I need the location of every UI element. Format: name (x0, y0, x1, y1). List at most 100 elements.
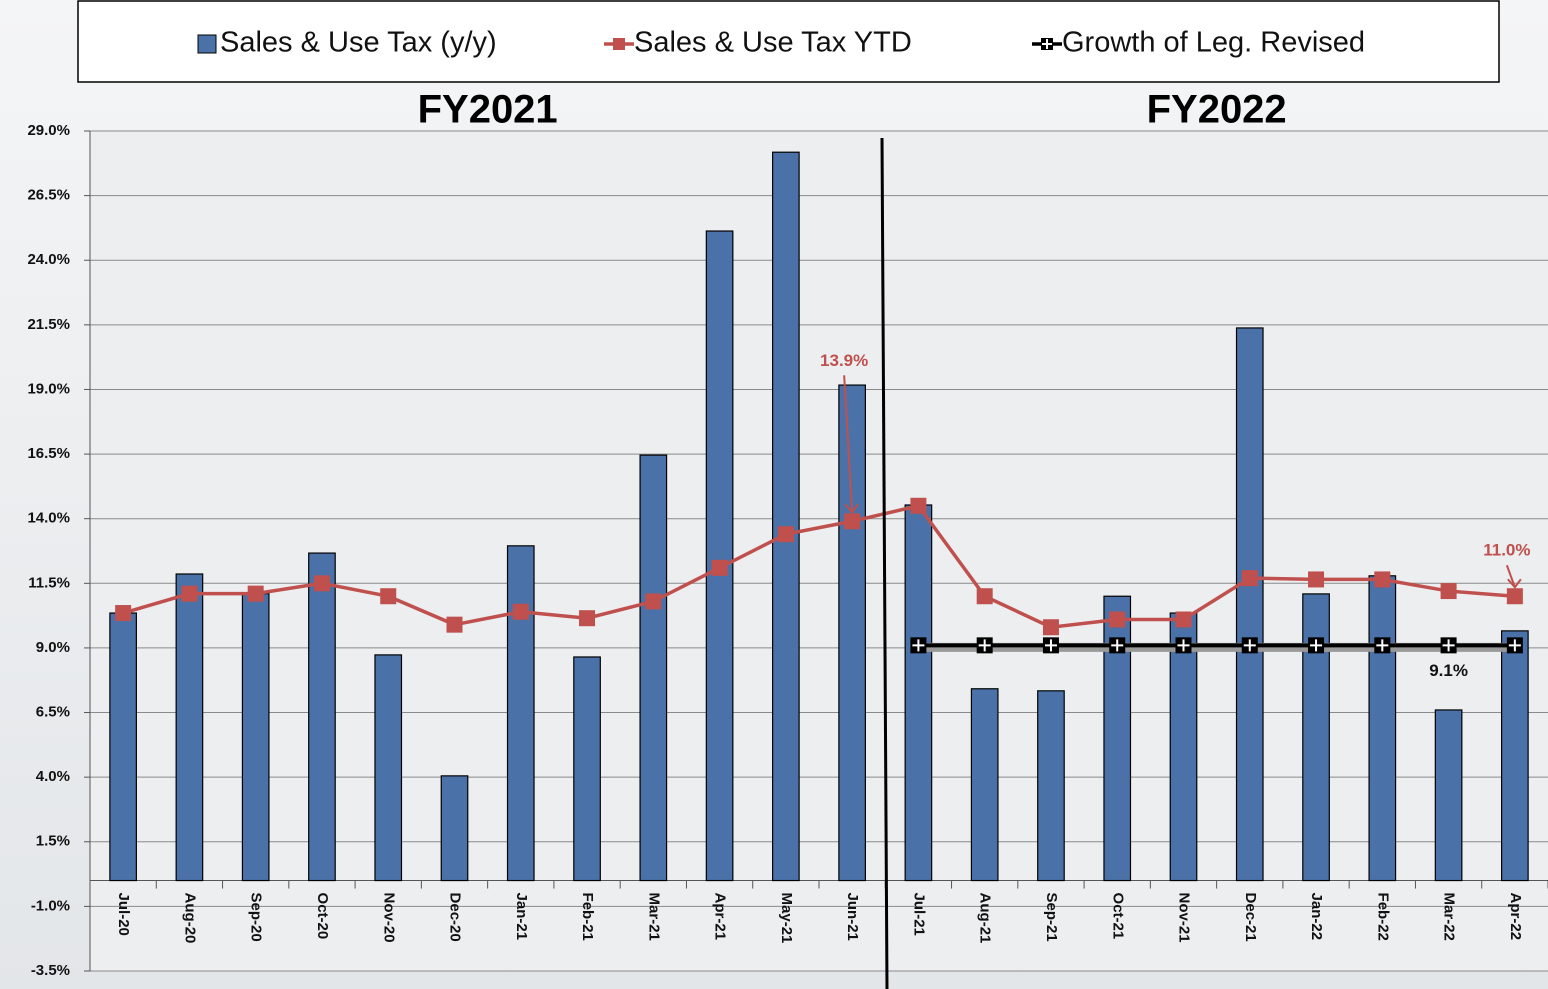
marker (1506, 588, 1523, 605)
marker (976, 588, 993, 605)
legend-label: Growth of Leg. Revised (1062, 27, 1365, 59)
marker (1109, 611, 1126, 628)
marker (1175, 611, 1192, 628)
bar (440, 775, 469, 882)
x-tick-label: Dec-21 (1242, 893, 1259, 942)
y-tick-label: 1.5% (36, 833, 70, 850)
label-arrow (1505, 564, 1522, 589)
bar (1302, 593, 1330, 882)
marker (1308, 571, 1325, 588)
x-tick-label: Dec-20 (447, 893, 464, 942)
marker (446, 616, 463, 633)
bar (308, 552, 336, 882)
x-tick-label: Aug-20 (181, 893, 198, 944)
marker-cross (978, 639, 991, 652)
x-tick-label: Oct-20 (314, 893, 331, 940)
legend-swatch (197, 34, 217, 54)
line (122, 503, 1515, 630)
y-tick-label: -1.0% (31, 897, 70, 914)
bar (1037, 690, 1065, 882)
x-tick-label: Sep-20 (248, 893, 265, 942)
bar (175, 573, 204, 882)
y-tick-label: 21.5% (27, 316, 70, 333)
data-label: 11.0% (1483, 541, 1530, 560)
marker-cross (1508, 639, 1521, 652)
marker (313, 575, 330, 592)
marker-cross (1111, 639, 1124, 652)
x-tick-label: Sep-21 (1043, 893, 1060, 942)
marker (1374, 571, 1391, 588)
y-tick-label: 9.0% (36, 639, 70, 656)
marker-cross (1044, 639, 1057, 652)
x-tick-label: Jan-22 (1308, 893, 1325, 941)
x-tick-label: Feb-22 (1374, 893, 1391, 941)
bars (109, 151, 1529, 882)
x-tick-label: Oct-21 (1109, 893, 1126, 940)
y-tick-label: 6.5% (36, 704, 70, 721)
marker-cross (1177, 639, 1190, 652)
marker (512, 603, 529, 620)
marker (1440, 583, 1457, 600)
bar (1169, 612, 1198, 882)
y-tick-label: 29.0% (27, 122, 70, 139)
fiscal-divider (880, 137, 889, 989)
marker (711, 559, 728, 576)
bar (970, 688, 999, 882)
marker (910, 497, 927, 514)
marker (380, 588, 397, 605)
bar (374, 654, 403, 882)
bar (241, 593, 270, 882)
bar (109, 612, 137, 882)
marker (579, 610, 596, 627)
legend-swatch (613, 38, 625, 50)
marker-cross (912, 639, 925, 652)
legend-box (77, 0, 1500, 83)
marker (777, 526, 794, 543)
marker-cross (1243, 639, 1256, 652)
bar (1368, 575, 1397, 882)
x-tick-label: Nov-20 (380, 893, 397, 943)
marker (1241, 570, 1258, 587)
bar (772, 151, 800, 882)
marker (181, 585, 198, 602)
lines (115, 375, 1523, 654)
y-tick-label: 14.0% (27, 510, 70, 527)
marker (645, 593, 662, 610)
x-tick-label: Jul-21 (910, 893, 927, 936)
x-tick-label: May-21 (778, 893, 795, 944)
y-tick-label: -3.5% (31, 962, 70, 979)
data-label: 13.9% (820, 351, 868, 370)
legend-swatch (1042, 39, 1052, 49)
x-tick-label: Mar-22 (1441, 893, 1458, 941)
bar (1434, 709, 1463, 882)
x-tick-label: Jun-21 (844, 893, 861, 941)
marker-cross (1376, 639, 1389, 652)
y-tick-label: 4.0% (36, 768, 70, 785)
x-tick-label: Aug-21 (977, 893, 994, 944)
marker-cross (1442, 639, 1455, 652)
marker (844, 513, 861, 530)
marker (247, 585, 264, 602)
y-tick-label: 19.0% (27, 380, 70, 397)
bar (1501, 630, 1529, 882)
fiscal-year-label: FY2022 (1147, 88, 1287, 132)
marker-cross (1310, 639, 1323, 652)
x-tick-label: Jul-20 (115, 893, 132, 936)
x-tick-label: Apr-22 (1507, 893, 1524, 941)
x-tick-label: Feb-21 (579, 893, 596, 941)
bar (573, 656, 601, 882)
bar (838, 384, 866, 882)
y-tick-label: 16.5% (27, 445, 70, 462)
bar (904, 504, 933, 882)
y-tick-label: 11.5% (28, 574, 70, 591)
y-tick-label: 24.0% (27, 251, 70, 268)
bar (506, 545, 535, 882)
fiscal-year-label: FY2021 (418, 88, 558, 132)
x-tick-label: Apr-21 (712, 893, 729, 941)
bar (705, 230, 734, 882)
legend-label: Sales & Use Tax (y/y) (220, 27, 497, 59)
y-tick-label: 26.5% (27, 187, 70, 204)
marker (1042, 619, 1059, 636)
legend-label: Sales & Use Tax YTD (634, 27, 912, 59)
labels: 29.0% 26.5% 24.0% 21.5% 19.0% 16.5% 14.0% 11.5%… (27, 27, 1530, 979)
